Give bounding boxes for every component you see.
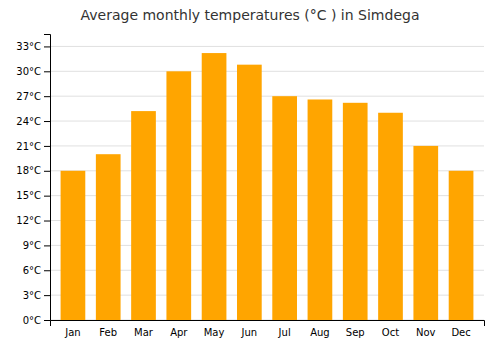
y-tick-mark <box>44 196 50 197</box>
bar <box>343 103 368 320</box>
y-tick-mark <box>44 46 50 47</box>
y-tick: 6°C <box>23 265 50 276</box>
x-tick-label: Jan <box>64 327 80 338</box>
y-tick-mark <box>44 320 50 321</box>
bar <box>308 99 333 320</box>
y-tick-label: 33°C <box>16 41 41 52</box>
x-tick: Dec <box>451 327 470 338</box>
grid-line <box>50 71 484 72</box>
y-tick-mark <box>44 221 50 222</box>
x-tick: Jul <box>278 327 291 338</box>
grid-line <box>50 121 484 122</box>
y-tick: 9°C <box>23 240 50 251</box>
bar <box>61 171 86 320</box>
x-tick: May <box>204 327 225 338</box>
x-tick: Jan <box>64 327 80 338</box>
y-tick: 24°C <box>16 116 50 127</box>
y-tick-mark <box>44 71 50 72</box>
grid <box>50 46 484 320</box>
y-tick: 3°C <box>23 290 50 301</box>
bar <box>413 146 438 320</box>
y-tick-label: 6°C <box>23 265 41 276</box>
y-tick-label: 21°C <box>16 141 41 152</box>
x-tick-label: Jul <box>278 327 291 338</box>
y-tick-mark <box>44 245 50 246</box>
y-tick-mark <box>44 121 50 122</box>
bar <box>131 111 156 320</box>
bars <box>61 53 474 320</box>
x-tick-label: Aug <box>310 327 330 338</box>
y-tick: 18°C <box>16 165 50 176</box>
y-axis-line <box>44 35 51 321</box>
bar <box>166 71 191 320</box>
y-axis: 0°C 3°C 6°C 9°C 12°C 15°C 18°C 21°C 24°C 27°C 30°C… <box>16 35 50 326</box>
x-tick-label: Dec <box>451 327 470 338</box>
y-tick-mark <box>44 270 50 271</box>
y-tick-label: 30°C <box>16 66 41 77</box>
x-axis-line <box>51 321 485 327</box>
x-tick-label: May <box>204 327 225 338</box>
x-tick: Apr <box>170 327 188 338</box>
y-tick: 0°C <box>23 315 50 326</box>
y-tick-label: 18°C <box>16 165 41 176</box>
y-tick: 27°C <box>16 91 50 102</box>
plot-area: 0°C 3°C 6°C 9°C 12°C 15°C 18°C 21°C 24°C 27°C 30°C… <box>16 35 484 339</box>
x-tick: Oct <box>382 327 399 338</box>
y-tick-mark <box>44 96 50 97</box>
x-tick: Mar <box>134 327 154 338</box>
y-tick-mark <box>44 171 50 172</box>
grid-line <box>50 46 484 47</box>
y-tick: 30°C <box>16 66 50 77</box>
y-tick-label: 12°C <box>16 215 41 226</box>
bar <box>449 171 474 320</box>
x-tick-label: Oct <box>382 327 399 338</box>
x-tick: Nov <box>416 327 436 338</box>
chart-title: Average monthly temperatures (°C ) in Si… <box>81 7 420 23</box>
y-tick-label: 27°C <box>16 91 41 102</box>
grid-line <box>50 96 484 97</box>
chart-container: 0°C 3°C 6°C 9°C 12°C 15°C 18°C 21°C 24°C 27°C 30°C… <box>0 0 500 350</box>
bar <box>237 65 262 320</box>
x-tick: Jun <box>241 327 258 338</box>
y-tick-label: 0°C <box>23 315 41 326</box>
y-tick-label: 3°C <box>23 290 41 301</box>
y-tick-mark <box>44 146 50 147</box>
chart-svg: 0°C 3°C 6°C 9°C 12°C 15°C 18°C 21°C 24°C 27°C 30°C… <box>0 0 500 350</box>
x-tick-label: Nov <box>416 327 436 338</box>
x-tick-label: Mar <box>134 327 154 338</box>
x-tick-label: Jun <box>241 327 258 338</box>
y-tick-mark <box>44 295 50 296</box>
y-tick-label: 9°C <box>23 240 41 251</box>
x-tick-label: Apr <box>170 327 188 338</box>
x-tick: Sep <box>346 327 365 338</box>
y-tick-label: 15°C <box>16 190 41 201</box>
x-tick-label: Feb <box>99 327 117 338</box>
bar <box>378 113 403 320</box>
x-tick: Aug <box>310 327 330 338</box>
x-tick-label: Sep <box>346 327 365 338</box>
y-tick-label: 24°C <box>16 116 41 127</box>
bar <box>96 154 121 320</box>
y-tick: 15°C <box>16 190 50 201</box>
x-axis: Jan Feb Mar Apr May Jun Jul Aug Sep Oct Nov Dec <box>51 321 485 339</box>
bar <box>272 96 297 320</box>
y-tick: 12°C <box>16 215 50 226</box>
y-tick: 21°C <box>16 141 50 152</box>
y-tick: 33°C <box>16 41 50 52</box>
x-tick: Feb <box>99 327 117 338</box>
bar <box>202 53 227 320</box>
